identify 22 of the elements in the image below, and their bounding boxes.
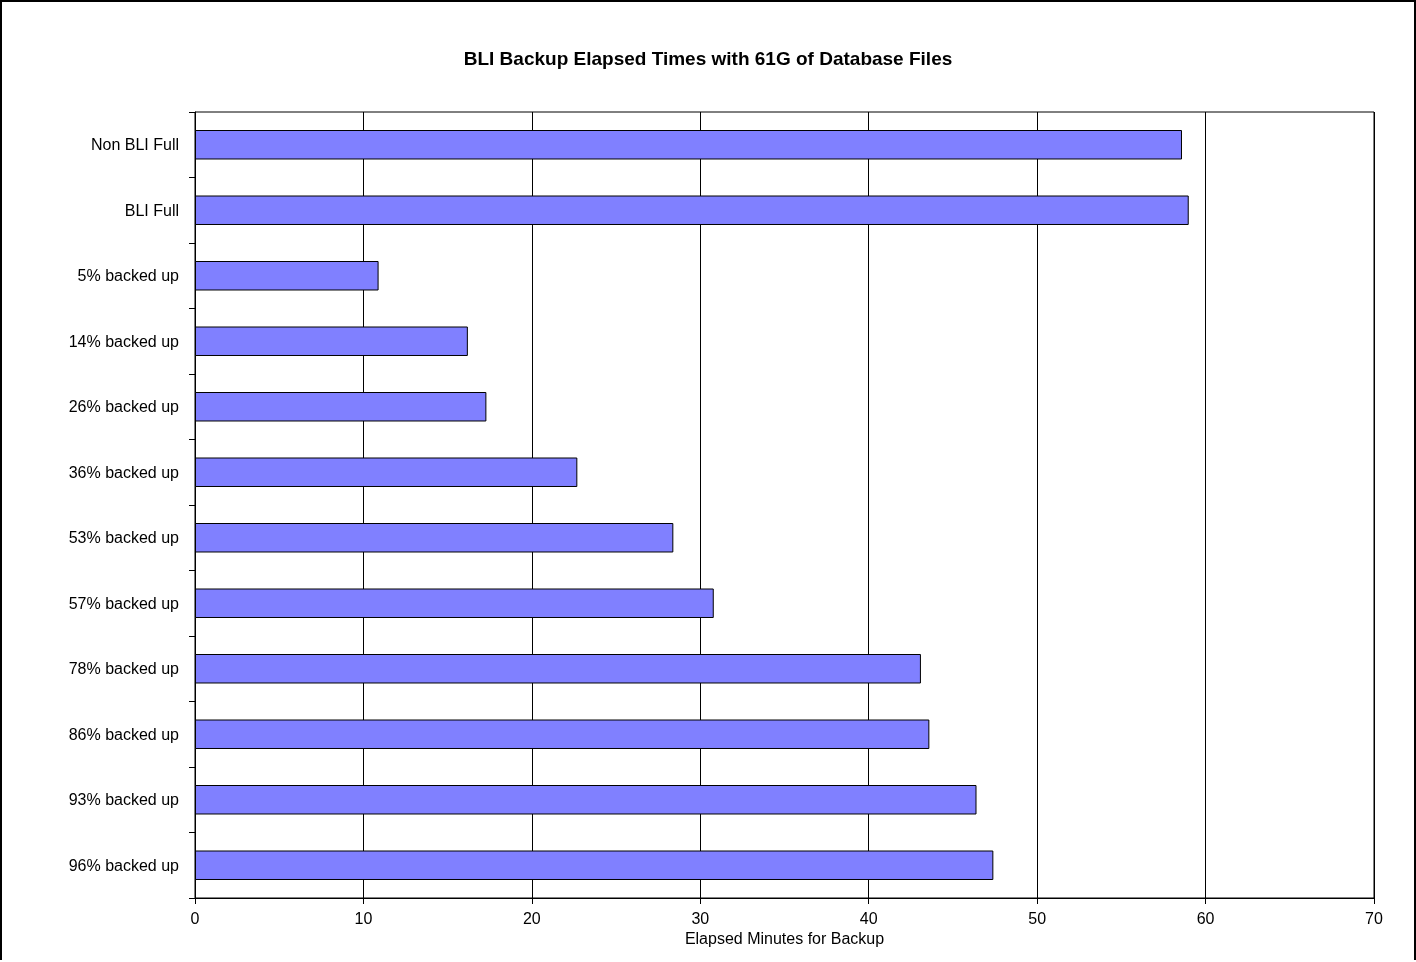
x-axis-title: Elapsed Minutes for Backup [684, 930, 885, 948]
x-tick-label: 20 [522, 909, 541, 927]
y-tick-label: BLI Full [124, 201, 179, 219]
y-tick-label: 78% backed up [68, 660, 180, 678]
y-tick-label: 86% backed up [68, 725, 180, 743]
y-tick-label: 96% backed up [68, 856, 180, 874]
y-tick-label: 93% backed up [68, 791, 180, 809]
y-tick-label: Non BLI Full [90, 136, 179, 154]
y-tick-label: 36% backed up [68, 463, 180, 481]
x-tick-label: 40 [859, 909, 878, 927]
x-tick-label: 50 [1028, 909, 1047, 927]
y-tick-label: 53% backed up [68, 529, 180, 547]
y-tick-label: 57% backed up [68, 594, 180, 612]
x-tick-label: 10 [354, 909, 373, 927]
chart-title: BLI Backup Elapsed Times with 61G of Database Files [463, 48, 953, 69]
y-tick-label: 26% backed up [68, 398, 180, 416]
x-tick-label: 70 [1365, 909, 1383, 927]
y-tick-label: 14% backed up [68, 332, 180, 350]
x-tick-label: 30 [691, 909, 710, 927]
x-tick-label: 60 [1196, 909, 1215, 927]
y-tick-label: 5% backed up [77, 267, 180, 285]
x-tick-label: 0 [190, 909, 200, 927]
